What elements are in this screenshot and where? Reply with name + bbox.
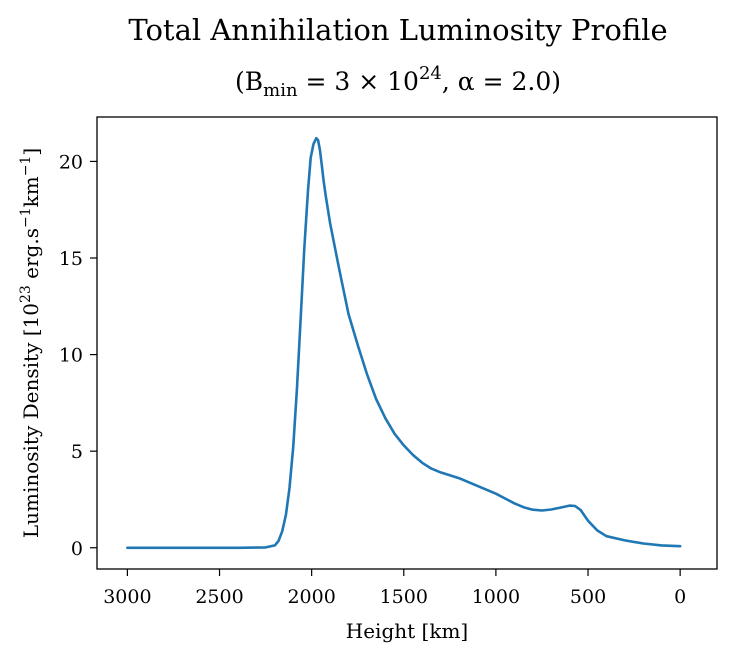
y-tick-label: 15 [59,248,83,270]
ylabel-sup-2: −1 [18,207,34,228]
subtitle-superscript: 24 [419,63,442,84]
ylabel-pre: Luminosity Density [10 [19,303,43,538]
x-tick-label: 2000 [287,586,335,608]
x-tick-label: 1000 [472,586,520,608]
x-axis-label: Height [km] [346,619,468,643]
ylabel-mid-2: km [19,176,43,207]
y-tick-label: 20 [59,151,83,173]
axis-ticks: 3000 2500 2000 1500 1000 500 0 0 5 10 15 20 [59,151,686,608]
subtitle-mid: = 3 × 10 [298,67,419,96]
luminosity-series-line [126,136,682,550]
subtitle-subscript: min [263,80,298,101]
x-tick-label: 0 [674,586,686,608]
y-tick-label: 5 [71,441,83,463]
chart-title: Total Annihilation Luminosity Profile [128,13,667,47]
chart-subtitle: (Bmin = 3 × 1024, α = 2.0) [235,63,561,101]
ylabel-mid: erg.s [19,228,43,285]
x-tick-label: 2500 [195,586,243,608]
x-tick-label: 3000 [103,586,151,608]
x-tick-label: 1500 [380,586,428,608]
ylabel-post: ] [19,148,43,156]
x-tick-label: 500 [570,586,606,608]
subtitle-open: (B [235,67,263,96]
ylabel-sup-1: 23 [18,285,34,303]
y-tick-label: 0 [71,538,83,560]
plot-frame [96,116,718,570]
ylabel-sup-3: −1 [18,156,34,177]
y-axis-label: Luminosity Density [1023 erg.s−1km−1] [18,148,43,538]
y-tick-label: 10 [59,345,83,367]
subtitle-tail: , α = 2.0) [442,67,561,96]
